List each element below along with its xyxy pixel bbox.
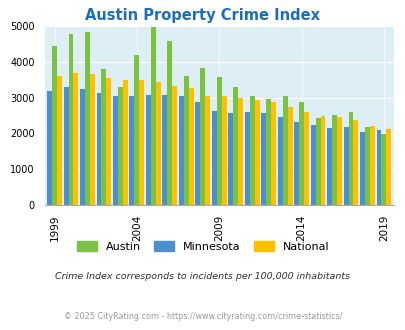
Bar xyxy=(294,122,298,205)
Bar xyxy=(47,90,52,205)
Bar xyxy=(375,130,381,205)
Bar xyxy=(90,74,95,205)
Bar xyxy=(336,117,341,205)
Bar xyxy=(68,34,73,205)
Bar xyxy=(254,100,259,205)
Bar xyxy=(167,41,172,205)
Bar xyxy=(52,46,57,205)
Bar xyxy=(156,82,160,205)
Bar xyxy=(326,128,331,205)
Bar xyxy=(386,129,390,205)
Bar xyxy=(277,117,282,205)
Bar xyxy=(73,74,78,205)
Bar xyxy=(238,98,243,205)
Bar xyxy=(298,102,303,205)
Bar xyxy=(96,93,101,205)
Bar xyxy=(331,115,336,205)
Text: Austin Property Crime Index: Austin Property Crime Index xyxy=(85,8,320,23)
Bar xyxy=(347,112,353,205)
Bar xyxy=(118,87,123,205)
Bar xyxy=(179,96,183,205)
Bar xyxy=(64,87,68,205)
Bar xyxy=(216,77,221,205)
Bar xyxy=(195,102,200,205)
Bar xyxy=(57,76,62,205)
Bar xyxy=(151,27,156,205)
Bar xyxy=(282,96,287,205)
Bar xyxy=(188,88,193,205)
Bar xyxy=(139,80,144,205)
Bar xyxy=(134,55,139,205)
Text: © 2025 CityRating.com - https://www.cityrating.com/crime-statistics/: © 2025 CityRating.com - https://www.city… xyxy=(64,312,341,321)
Bar xyxy=(353,120,358,205)
Legend: Austin, Minnesota, National: Austin, Minnesota, National xyxy=(72,237,333,256)
Bar xyxy=(145,95,151,205)
Bar xyxy=(106,78,111,205)
Bar xyxy=(232,87,238,205)
Bar xyxy=(101,69,106,205)
Bar xyxy=(315,118,320,205)
Bar xyxy=(271,102,275,205)
Bar xyxy=(183,76,188,205)
Bar xyxy=(249,96,254,205)
Text: Crime Index corresponds to incidents per 100,000 inhabitants: Crime Index corresponds to incidents per… xyxy=(55,272,350,281)
Bar xyxy=(381,134,386,205)
Bar xyxy=(364,126,369,205)
Bar xyxy=(172,86,177,205)
Bar xyxy=(228,113,232,205)
Bar xyxy=(287,107,292,205)
Bar xyxy=(343,127,347,205)
Bar xyxy=(320,116,325,205)
Bar xyxy=(162,95,167,205)
Bar xyxy=(113,96,118,205)
Bar xyxy=(359,132,364,205)
Bar xyxy=(260,113,266,205)
Bar xyxy=(266,99,271,205)
Bar xyxy=(205,96,210,205)
Bar xyxy=(123,80,128,205)
Bar xyxy=(129,96,134,205)
Bar xyxy=(221,96,226,205)
Bar xyxy=(200,68,205,205)
Bar xyxy=(85,32,90,205)
Bar xyxy=(310,125,315,205)
Bar xyxy=(369,126,374,205)
Bar xyxy=(211,111,216,205)
Bar xyxy=(303,112,308,205)
Bar xyxy=(244,112,249,205)
Bar xyxy=(80,89,85,205)
